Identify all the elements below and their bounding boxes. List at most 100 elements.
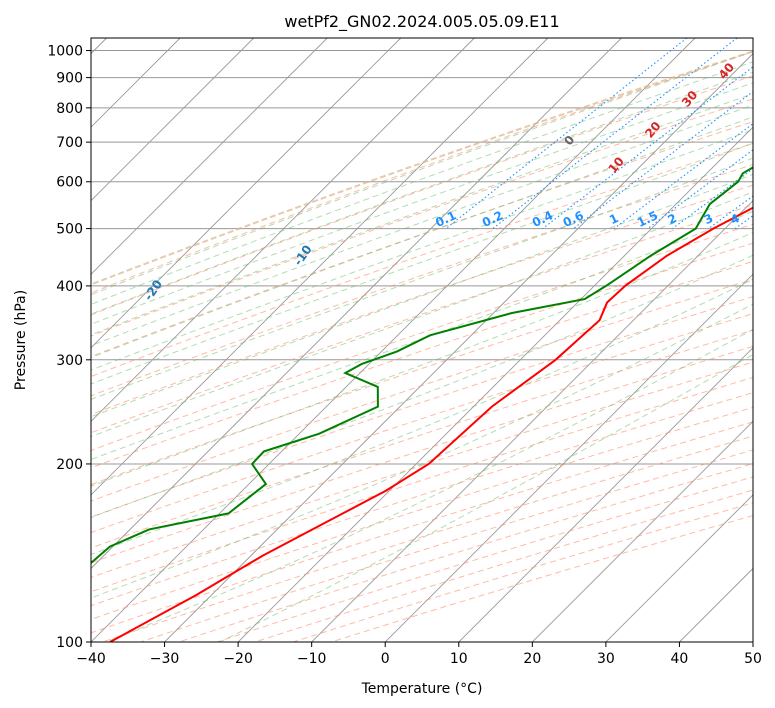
dry-adiabat-line [91,223,753,452]
moist-adiabat-line [91,61,753,305]
chart-title: wetPf2_GN02.2024.005.05.09.E11 [284,12,559,32]
isotherm-line [91,38,402,349]
x-tick-label: −40 [76,651,106,667]
isotherm-line [384,273,753,642]
dry-adiabat-line [178,463,753,642]
dewpoint-trace [91,166,753,565]
y-tick-label: 200 [56,457,83,473]
y-tick-label: 500 [56,222,83,238]
moist-adiabat-line [91,157,753,400]
moist-adiabat-label: 30 [679,88,700,110]
moist-adiabat-line [91,71,753,315]
isotherm-line [458,347,753,642]
dry-adiabat-label: -20 [141,277,165,303]
moist-adiabat-line [91,303,753,599]
isotherm-line [91,38,549,496]
mixing-ratio-line [542,66,753,230]
x-tick-label: −10 [297,651,327,667]
mixing-ratio-label: 1 [607,211,620,227]
y-tick-label: 700 [56,135,83,151]
x-tick-label: 20 [523,651,541,667]
mixing-ratio-label: 2 [666,211,679,227]
moist-adiabat-line [91,82,753,325]
x-tick-label: −20 [223,651,253,667]
isotherm-line [164,52,753,642]
isotherm-line [532,420,753,642]
dry-adiabat-line [91,184,753,416]
moist-adiabat-line [91,142,753,385]
x-tick-label: 40 [671,651,689,667]
moist-adiabat-line [91,51,753,296]
dry-adiabat-line [91,242,753,469]
mixing-ratio-label: 0.1 [433,208,458,230]
dry-adiabat-line [91,361,753,578]
isotherm-line [237,126,753,642]
boundary-curve-line [91,50,753,286]
temperature-trace [109,206,753,642]
x-tick-label: 30 [597,651,615,667]
isotherm-line [91,38,475,422]
mixing-ratio-label: 0.4 [530,208,555,230]
moist-adiabat-line [91,129,753,371]
isotherm-line [605,494,753,642]
y-tick-label: 100 [56,635,83,651]
isotherm-line [679,567,753,642]
mixing-ratio-line [492,38,738,230]
isotherm-line [91,38,328,275]
moist-adiabat-label: 10 [605,154,626,176]
isotherm-line [91,38,696,642]
x-axis-ticks: −40 −30 −20 −10 0 10 20 30 40 50 [76,642,762,667]
moist-adiabat-line [91,93,753,336]
x-axis-label: Temperature (°C) [361,681,483,697]
moist-adiabat-line [91,173,753,418]
isobar-lines [91,50,753,642]
x-tick-label: 0 [381,651,390,667]
moist-adiabat-line [219,353,753,642]
dry-adiabat-line [91,278,753,502]
mixing-ratio-label: 3 [702,211,715,227]
dry-adiabat-line [91,376,753,593]
mixing-ratio-label: 6 [767,211,775,227]
dry-adiabat-line [91,75,753,316]
moist-adiabat-line [91,278,753,556]
y-tick-label: 900 [56,71,83,87]
mixing-ratio-line [734,214,753,230]
mixing-ratio-lines [445,38,753,230]
mixing-ratio-line [573,90,753,230]
isotherm-line [311,200,753,642]
chart-title-group: wetPf2_GN02.2024.005.05.09.E11 [284,12,559,32]
plot-area: -100-90-80-70-60-50-40-30-20-10010203040… [91,38,775,642]
dry-adiabat-line [91,296,753,518]
plot-frame [90,37,754,643]
moist-adiabat-lines [91,51,753,642]
dry-adiabat-line [91,142,753,378]
dry-adiabat-line [91,329,753,549]
isotherm-line [752,641,753,642]
y-axis-label: Pressure (hPa) [13,290,29,390]
moist-adiabat-line [91,191,753,438]
y-tick-label: 600 [56,175,83,191]
dry-adiabat-line [91,164,753,397]
dry-adiabat-line [102,435,753,642]
dry-adiabat-lines [91,50,753,642]
mixing-ratio-label: 1.5 [635,208,660,230]
y-tick-label: 1000 [47,44,83,60]
y-tick-label: 800 [56,101,83,117]
mixing-ratio-label: 0.2 [480,208,505,230]
y-tick-label: 300 [56,353,83,369]
y-axis-ticks: 100 200 300 400 500 600 700 800 900 1000 [47,44,91,651]
dry-adiabat-line [91,50,753,294]
y-tick-label: 400 [56,279,83,295]
isotherm-line [91,38,254,202]
dry-adiabat-line [216,476,753,642]
boundary-curve [91,50,753,286]
dry-adiabat-line [91,98,753,337]
isotherm-line [91,38,622,570]
sounding-traces [91,166,753,642]
x-tick-label: 50 [744,651,762,667]
mixing-ratio-line [672,168,753,230]
x-tick-label: 10 [450,651,468,667]
x-tick-label: −30 [150,651,180,667]
moist-adiabat-line [91,116,753,359]
